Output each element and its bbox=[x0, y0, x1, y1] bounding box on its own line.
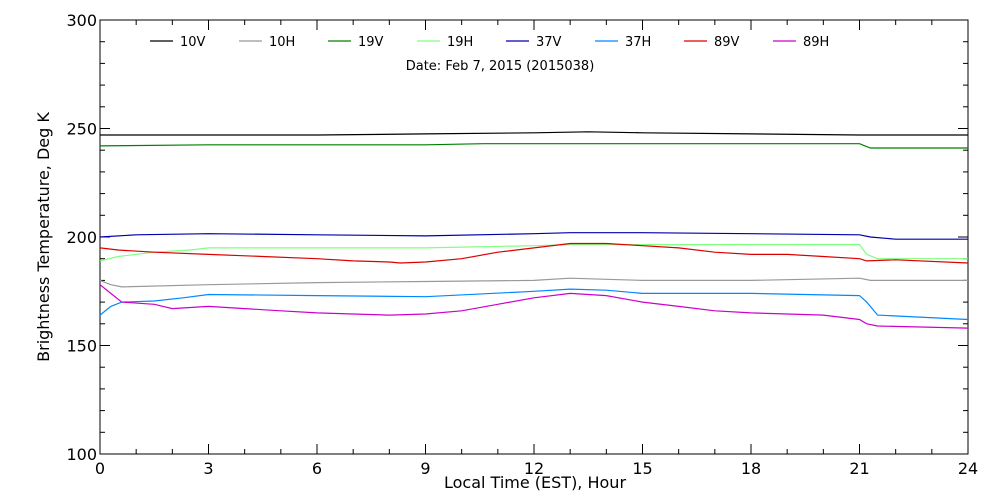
legend-label-10v: 10V bbox=[180, 35, 206, 50]
series-line-19v bbox=[99, 143, 968, 149]
y-tick-label: 150 bbox=[66, 337, 97, 356]
series-line-89h bbox=[99, 284, 969, 329]
y-tick-label: 200 bbox=[66, 228, 97, 247]
legend-label-19h: 19H bbox=[447, 35, 473, 50]
y-tick-label: 300 bbox=[66, 11, 97, 30]
x-axis-title: Local Time (EST), Hour bbox=[444, 473, 626, 492]
legend-label-89h: 89H bbox=[803, 35, 829, 50]
y-tick-label: 250 bbox=[66, 120, 97, 139]
x-tick-label: 3 bbox=[203, 459, 213, 478]
series-line-19h bbox=[99, 244, 968, 262]
series-line-37h bbox=[99, 288, 969, 321]
legend: 10V 10H 19V 19H 37V 37H 89V 89H bbox=[150, 35, 829, 50]
x-tick-label: 9 bbox=[420, 459, 430, 478]
series-line-10h bbox=[99, 277, 968, 288]
x-tick-label: 21 bbox=[849, 459, 869, 478]
axis-ticks: 0 3 6 9 12 15 18 21 24 100 150 200 250 300 bbox=[66, 11, 978, 478]
date-annotation: Date: Feb 7, 2015 (2015038) bbox=[406, 59, 595, 74]
series-line-89v bbox=[99, 242, 969, 264]
x-tick-label: 0 bbox=[95, 459, 105, 478]
y-tick-label: 100 bbox=[66, 445, 97, 464]
x-tick-label: 18 bbox=[741, 459, 761, 478]
y-axis-title: Brightness Temperature, Deg K bbox=[34, 112, 53, 362]
series-layer bbox=[99, 131, 969, 329]
x-tick-label: 15 bbox=[632, 459, 652, 478]
legend-label-37h: 37H bbox=[625, 35, 651, 50]
x-tick-label: 12 bbox=[524, 459, 544, 478]
legend-label-37v: 37V bbox=[536, 35, 562, 50]
legend-label-10h: 10H bbox=[269, 35, 295, 50]
series-line-10v bbox=[100, 131, 968, 136]
series-line-37v bbox=[99, 232, 968, 240]
plot-frame bbox=[99, 19, 969, 455]
legend-label-19v: 19V bbox=[358, 35, 384, 50]
x-tick-label: 24 bbox=[958, 459, 978, 478]
x-tick-label: 6 bbox=[312, 459, 322, 478]
legend-label-89v: 89V bbox=[714, 35, 740, 50]
